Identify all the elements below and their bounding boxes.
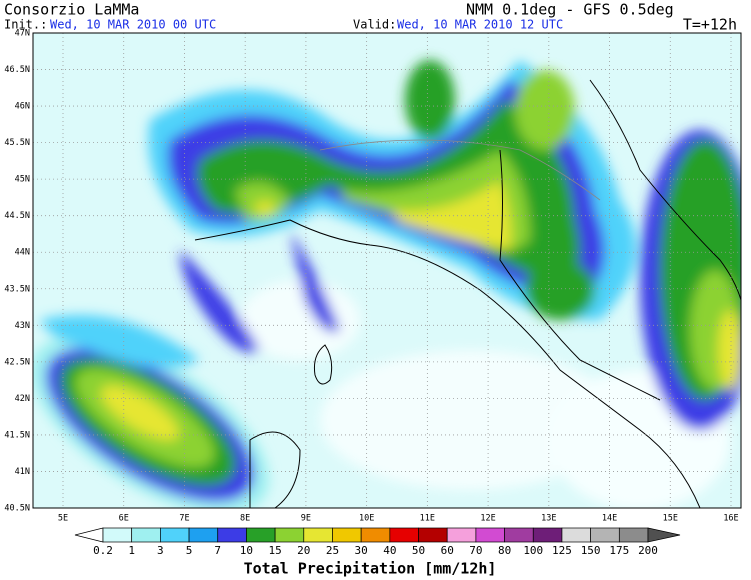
lon-label: 6E <box>119 514 129 524</box>
lon-label: 10E <box>359 514 374 524</box>
colorbar-bin <box>590 527 620 543</box>
lat-label: 46N <box>15 102 30 112</box>
colorbar-label: 5 <box>186 544 193 557</box>
colorbar-bin <box>131 527 161 543</box>
lat-label: 47N <box>15 29 30 39</box>
lon-label: 8E <box>240 514 250 524</box>
colorbar-bin <box>360 527 391 543</box>
colorbar-bin <box>504 527 534 543</box>
lat-label: 45N <box>15 175 30 185</box>
lat-label: 41N <box>15 467 30 477</box>
colorbar-arrow <box>647 527 681 543</box>
colorbar-label: 200 <box>638 544 658 557</box>
lon-label: 5E <box>58 514 68 524</box>
lon-label: 7E <box>179 514 189 524</box>
lat-label: 41.5N <box>4 430 30 440</box>
precip-field <box>33 33 741 508</box>
lat-label: 43N <box>15 321 30 331</box>
lon-label: 15E <box>663 514 678 524</box>
colorbar-bin <box>561 527 591 543</box>
colorbar-label: 40 <box>383 544 396 557</box>
lon-label: 11E <box>420 514 435 524</box>
colorbar-label: 15 <box>268 544 281 557</box>
colorbar-label: 3 <box>157 544 164 557</box>
lat-label: 40.5N <box>4 504 30 514</box>
graticule: 47N 46.5N 46N 45.5N 45N 44.5N 44N 43.5N 43N 42.5N… <box>4 29 741 524</box>
colorbar-label: 80 <box>498 544 511 557</box>
colorbar-bin <box>246 527 276 543</box>
lat-label: 44.5N <box>4 211 30 221</box>
lat-label: 46.5N <box>4 65 30 75</box>
lat-label: 45.5N <box>4 138 30 148</box>
colorbar-bin <box>475 527 505 543</box>
title: Consorzio LaMMa <box>4 1 139 19</box>
colorbar-bin <box>389 527 419 543</box>
valid-time: Wed, 10 MAR 2010 12 UTC <box>397 18 563 32</box>
colorbar-bin <box>188 527 219 543</box>
model: NMM 0.1deg - GFS 0.5deg <box>466 1 674 19</box>
colorbar-label: 125 <box>552 544 572 557</box>
lat-label: 43.5N <box>4 284 30 294</box>
valid-label: Valid: <box>353 18 396 32</box>
colorbar-label: 10 <box>240 544 253 557</box>
colorbar-arrow <box>74 527 104 543</box>
colorbar-bin <box>532 527 563 543</box>
colorbar-bin <box>160 527 190 543</box>
lon-label: 16E <box>723 514 738 524</box>
colorbar-bin <box>217 527 247 543</box>
init-label: Init.: <box>4 18 47 32</box>
colorbar-label: 150 <box>581 544 601 557</box>
lon-label: 14E <box>602 514 617 524</box>
map-frame <box>32 32 742 509</box>
lead-time: T=+12h <box>683 16 737 34</box>
colorbar: 0.2 1 3 5 7 10 15 20 25 30 40 50 60 70 80 100 125 150 175 2… <box>74 527 681 557</box>
colorbar-label: 25 <box>326 544 339 557</box>
init-time: Wed, 10 MAR 2010 00 UTC <box>50 18 216 32</box>
colorbar-label: 70 <box>469 544 482 557</box>
lon-label: 9E <box>301 514 311 524</box>
colorbar-bin <box>303 527 333 543</box>
colorbar-bin <box>274 527 305 543</box>
lon-label: 13E <box>541 514 556 524</box>
colorbar-label: 30 <box>355 544 368 557</box>
colorbar-label: 0.2 <box>93 544 113 557</box>
colorbar-label: 20 <box>297 544 310 557</box>
colorbar-label: 175 <box>609 544 629 557</box>
colorbar-label: 1 <box>128 544 135 557</box>
lat-label: 44N <box>15 248 30 258</box>
colorbar-label: 7 <box>214 544 221 557</box>
lat-label: 42.5N <box>4 357 30 367</box>
colorbar-bin <box>446 527 477 543</box>
colorbar-bin <box>618 527 649 543</box>
lat-label: 42N <box>15 394 30 404</box>
colorbar-bin <box>418 527 448 543</box>
colorbar-bin <box>102 527 133 543</box>
colorbar-bin <box>332 527 362 543</box>
colorbar-label: 60 <box>441 544 454 557</box>
colorbar-label: 50 <box>412 544 425 557</box>
colorbar-label: 100 <box>523 544 543 557</box>
lon-label: 12E <box>480 514 495 524</box>
legend-title: Total Precipitation [mm/12h] <box>244 560 497 578</box>
